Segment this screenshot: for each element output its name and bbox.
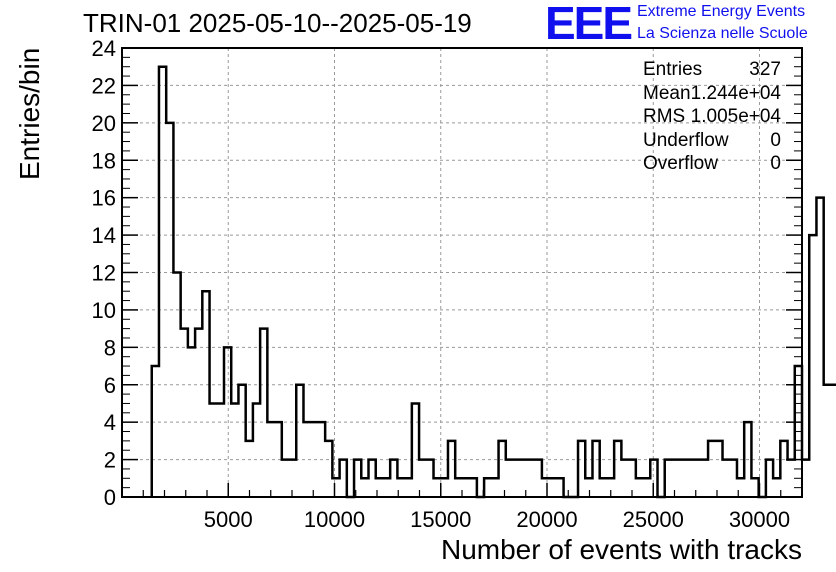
- y-axis-label: Entries/bin: [14, 47, 45, 180]
- y-tick-label: 4: [104, 410, 116, 435]
- stats-label: RMS: [643, 106, 686, 127]
- eee-logo: EEE: [545, 0, 633, 49]
- chart-title: TRIN-01 2025-05-10--2025-05-19: [83, 8, 472, 38]
- x-axis-ticks: 5000 10000 15000 20000 25000 30000: [121, 483, 803, 532]
- y-tick-label: 14: [92, 223, 116, 248]
- x-tick-label: 20000: [516, 507, 577, 532]
- y-tick-label: 8: [104, 335, 116, 360]
- histogram-series: [150, 65, 836, 499]
- stats-row-entries: Entries 327: [643, 58, 781, 82]
- stats-value: 327: [749, 59, 781, 80]
- stats-label: Overflow: [643, 153, 718, 174]
- stats-row-mean: Mean 1.244e+04: [643, 82, 781, 106]
- stats-row-rms: RMS 1.005e+04: [643, 105, 781, 129]
- logo-line-2: La Scienza nelle Scuole: [637, 25, 808, 42]
- x-tick-label: 5000: [204, 507, 253, 532]
- stats-box: Entries 327 Mean 1.244e+04 RMS 1.005e+04 Un…: [643, 58, 781, 176]
- x-tick-label: 25000: [623, 507, 684, 532]
- stats-row-overflow: Overflow 0: [643, 152, 781, 176]
- stats-value: 0: [770, 129, 781, 151]
- stats-value: 1.244e+04: [690, 82, 781, 104]
- stats-value: 0: [770, 153, 781, 174]
- stats-label: Mean: [643, 82, 691, 104]
- y-tick-label: 12: [92, 261, 116, 286]
- y-tick-label: 22: [92, 73, 116, 98]
- y-tick-label: 2: [104, 448, 116, 473]
- y-tick-label: 18: [92, 148, 116, 173]
- x-tick-label: 15000: [410, 507, 471, 532]
- logo-line-1: Extreme Energy Events: [637, 3, 806, 20]
- y-tick-label: 24: [92, 36, 116, 61]
- y-tick-label: 20: [92, 111, 116, 136]
- stats-row-underflow: Underflow 0: [643, 129, 781, 153]
- y-tick-label: 0: [104, 485, 116, 510]
- stats-label: Underflow: [643, 129, 729, 151]
- x-axis-label: Number of events with tracks: [440, 534, 802, 565]
- x-tick-label: 10000: [304, 507, 365, 532]
- y-tick-label: 10: [92, 298, 116, 323]
- stats-value: 1.005e+04: [690, 106, 781, 127]
- y-tick-label: 6: [104, 373, 116, 398]
- y-tick-label: 16: [92, 186, 116, 211]
- stats-label: Entries: [643, 59, 703, 80]
- x-tick-label: 30000: [729, 507, 790, 532]
